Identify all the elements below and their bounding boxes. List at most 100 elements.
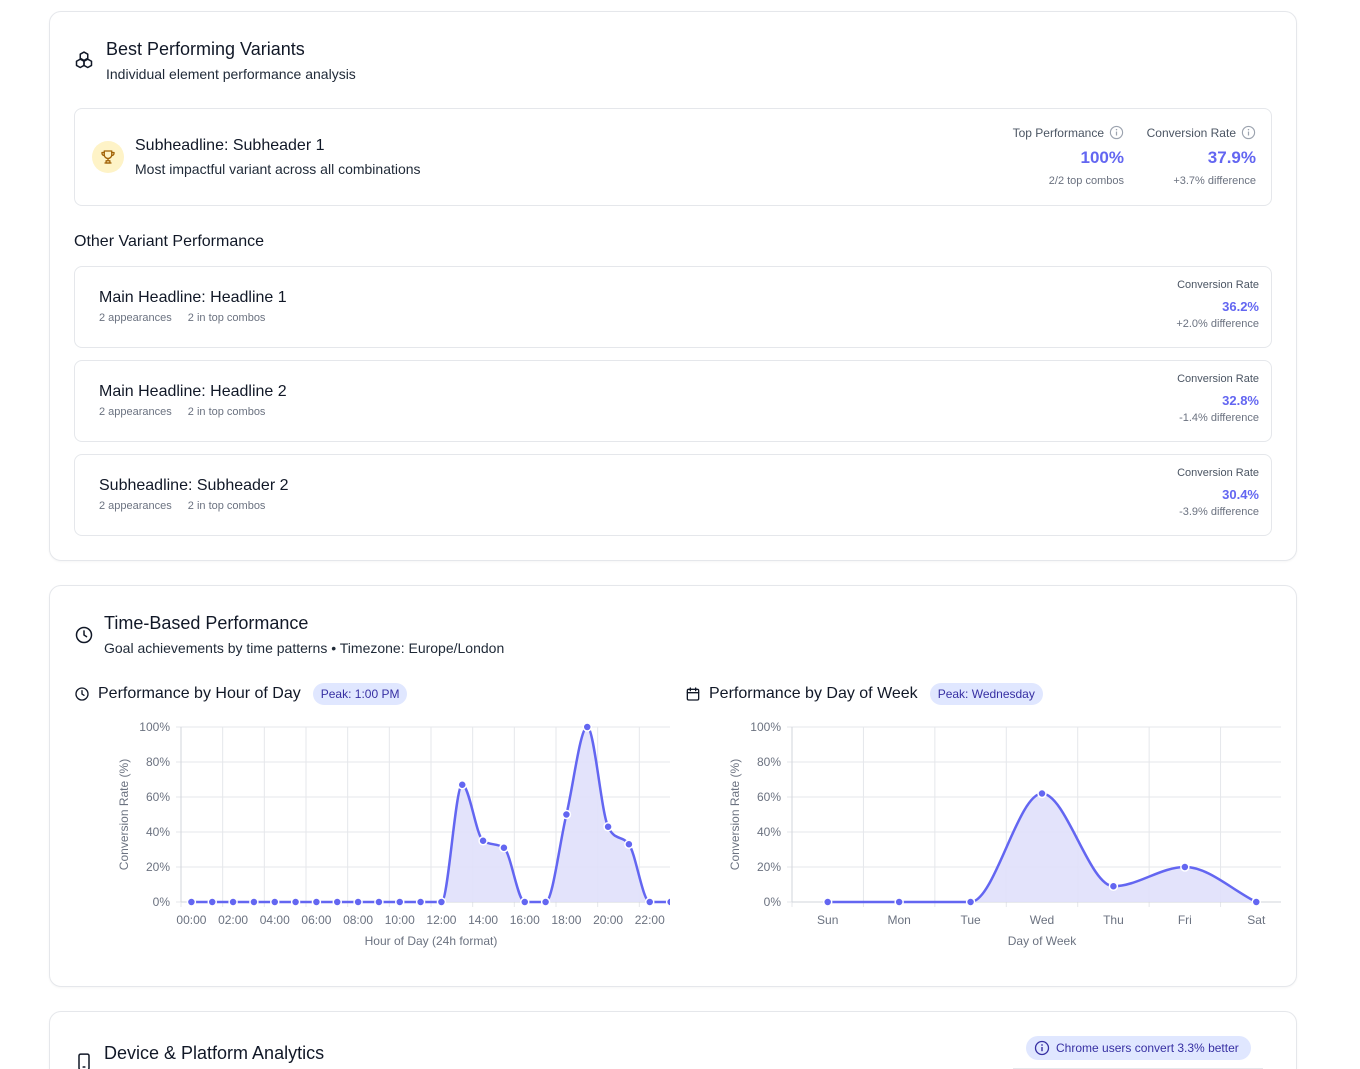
x-tick-label: 10:00 — [385, 913, 415, 927]
device-analytics-card: Device & Platform Analytics Chrome users… — [49, 1011, 1297, 1069]
conversion-rate-label: Conversion Rate — [1146, 125, 1236, 140]
variant-name: Main Headline: Headline 2 — [99, 383, 287, 400]
top-performance-label: Top Performance — [1012, 125, 1104, 140]
top-performance-note: 2/2 top combos — [1048, 175, 1124, 187]
y-tick-label: 80% — [146, 755, 170, 769]
conversion-rate-note: +3.7% difference — [1173, 175, 1256, 187]
trophy-icon — [101, 150, 115, 164]
info-icon — [1034, 1040, 1050, 1056]
top-conversion-metric: Conversion Rate 37.9% +3.7% difference — [1146, 125, 1256, 188]
variant-rate-diff: -3.9% difference — [1179, 506, 1259, 518]
hour-of-day-chart: 0% 20% 40% 60% 80% 100% 00:00 02:00 04:00 06:00 08… — [117, 720, 670, 948]
data-point — [186, 897, 197, 907]
data-point — [624, 839, 634, 849]
x-tick-label: 02:00 — [218, 913, 248, 927]
info-icon[interactable] — [1109, 125, 1124, 140]
best-variants-title: Best Performing Variants — [106, 39, 305, 59]
x-tick-label: 08:00 — [343, 913, 373, 927]
y-tick-label: 80% — [757, 755, 781, 769]
y-tick-label: 100% — [139, 720, 170, 734]
variant-row: Main Headline: Headline 2 2 appearances … — [74, 360, 1272, 442]
y-axis-title: Conversion Rate (%) — [117, 759, 131, 870]
data-point — [374, 897, 384, 907]
y-tick-label: 40% — [146, 825, 170, 839]
series-area — [191, 727, 670, 902]
y-axis-title: Conversion Rate (%) — [728, 759, 742, 870]
variant-rate-label: Conversion Rate — [1177, 279, 1259, 291]
y-tick-label: 20% — [757, 860, 781, 874]
data-point — [311, 897, 322, 907]
info-icon[interactable] — [1241, 125, 1256, 140]
variant-top-combos: 2 in top combos — [187, 500, 266, 512]
x-tick-label: Thu — [1103, 913, 1124, 927]
chrome-insight-badge: Chrome users convert 3.3% better — [1026, 1036, 1251, 1060]
data-point — [582, 722, 592, 732]
variant-row: Subheadline: Subheader 2 2 appearances 2… — [74, 454, 1272, 536]
data-point — [207, 897, 217, 907]
x-tick-label: 00:00 — [176, 913, 206, 927]
variant-rate-label: Conversion Rate — [1177, 373, 1259, 385]
data-point — [415, 897, 426, 907]
day-of-week-chart: 0% 20% 40% 60% 80% 100% Sun Mon Tue Wed Thu Fri Sat D… — [728, 720, 1281, 948]
time-performance-title: Time-Based Performance — [104, 613, 309, 633]
x-tick-label: 06:00 — [301, 913, 331, 927]
variant-row: Main Headline: Headline 1 2 appearances … — [74, 266, 1272, 348]
data-point — [395, 897, 405, 907]
device-analytics-title: Device & Platform Analytics — [104, 1043, 325, 1063]
variant-top-combos: 2 in top combos — [187, 312, 266, 324]
top-performance-metric: Top Performance 100% 2/2 top combos — [1012, 125, 1124, 188]
variant-rate-diff: +2.0% difference — [1176, 318, 1259, 330]
x-axis-title: Hour of Day (24h format) — [365, 934, 498, 948]
data-point — [603, 822, 613, 832]
x-tick-label: Sat — [1247, 913, 1266, 927]
data-point — [457, 780, 467, 790]
data-point — [965, 897, 976, 907]
cubes-icon — [75, 51, 93, 69]
x-tick-label: 20:00 — [593, 913, 623, 927]
x-tick-label: Wed — [1030, 913, 1054, 927]
variant-rate-diff: -1.4% difference — [1179, 412, 1259, 424]
data-point — [353, 897, 363, 907]
data-point — [1251, 897, 1262, 907]
x-tick-label: Fri — [1178, 913, 1192, 927]
variant-appearances: 2 appearances — [99, 500, 172, 512]
data-point — [894, 897, 904, 907]
variant-rate-value: 36.2% — [1222, 299, 1259, 314]
y-tick-label: 0% — [764, 895, 782, 909]
variant-name: Subheadline: Subheader 2 — [99, 477, 289, 494]
time-performance-card: Time-Based Performance Goal achievements… — [49, 585, 1297, 987]
data-point — [1180, 862, 1190, 872]
trophy-icon-badge — [92, 141, 124, 173]
day-peak-badge: Peak: Wednesday — [929, 683, 1043, 705]
clock-icon — [75, 626, 93, 644]
chrome-insight-text: Chrome users convert 3.3% better — [1056, 1041, 1239, 1055]
hour-chart-title: Performance by Hour of Day — [98, 685, 301, 702]
data-point — [822, 897, 833, 907]
y-tick-label: 100% — [750, 720, 781, 734]
clock-icon — [75, 687, 89, 701]
top-variant-card: Subheadline: Subheader 1 Most impactful … — [74, 108, 1272, 206]
time-performance-subtitle: Goal achievements by time patterns • Tim… — [104, 640, 505, 656]
y-tick-label: 40% — [757, 825, 781, 839]
data-point — [270, 897, 280, 907]
hour-peak-badge: Peak: 1:00 PM — [312, 683, 408, 705]
x-tick-label: 18:00 — [551, 913, 581, 927]
x-tick-label: 04:00 — [260, 913, 290, 927]
data-point — [1108, 881, 1119, 891]
variant-rate-value: 30.4% — [1222, 487, 1259, 502]
data-point — [561, 809, 572, 820]
data-point — [478, 836, 488, 846]
hour-chart-header: Performance by Hour of Day Peak: 1:00 PM — [74, 683, 408, 705]
data-point — [1037, 788, 1047, 799]
y-tick-label: 0% — [153, 895, 171, 909]
x-tick-label: 16:00 — [510, 913, 540, 927]
top-variant-name: Subheadline: Subheader 1 — [135, 137, 325, 154]
series-area — [827, 793, 1257, 902]
variant-appearances: 2 appearances — [99, 312, 172, 324]
x-axis-title: Day of Week — [1008, 934, 1077, 948]
x-tick-label: Sun — [817, 913, 838, 927]
top-performance-value: 100% — [1080, 148, 1124, 167]
y-tick-label: 60% — [146, 790, 170, 804]
x-tick-label: Mon — [887, 913, 910, 927]
data-point — [332, 897, 342, 907]
